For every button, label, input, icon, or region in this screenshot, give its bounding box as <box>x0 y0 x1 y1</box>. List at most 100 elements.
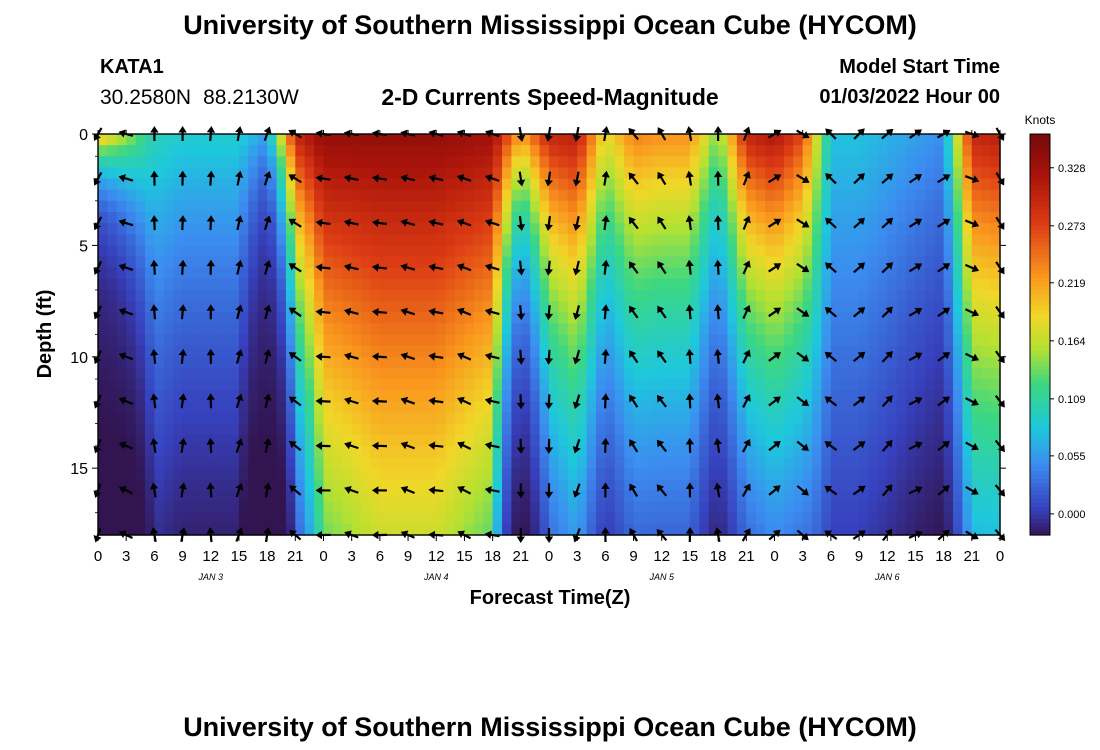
heatmap-cell <box>605 156 616 169</box>
heatmap-cell <box>633 501 644 514</box>
heatmap-cell <box>154 134 165 146</box>
heatmap-cell <box>304 267 315 280</box>
heatmap-cell <box>849 145 860 157</box>
heatmap-cell <box>436 267 447 280</box>
heatmap-cell <box>849 234 860 246</box>
heatmap-cell <box>351 490 362 503</box>
arrow-head <box>773 129 782 137</box>
heatmap-cell <box>953 156 964 169</box>
arrow-head <box>150 482 159 490</box>
heatmap-cell <box>595 301 606 313</box>
heatmap-cell <box>304 156 315 169</box>
current-arrow <box>516 394 526 410</box>
heatmap-cell <box>464 345 475 358</box>
heatmap-cell <box>755 178 766 191</box>
heatmap-cell <box>210 345 221 358</box>
heatmap-cell <box>144 401 155 414</box>
heatmap-cell <box>539 445 550 458</box>
current-arrow <box>601 482 610 498</box>
arrow-head <box>178 482 187 490</box>
heatmap-cell <box>483 490 494 503</box>
heatmap-cell <box>915 423 926 436</box>
heatmap-cell <box>436 457 447 469</box>
heatmap-cell <box>483 223 494 235</box>
heatmap-cell <box>830 245 841 258</box>
colorbar-segment <box>1030 290 1050 295</box>
current-arrow <box>995 127 1005 141</box>
heatmap-cell <box>661 445 672 458</box>
heatmap-cell <box>971 512 982 525</box>
current-arrow <box>742 304 751 320</box>
heatmap-cell <box>812 523 823 536</box>
heatmap-cell <box>671 356 682 369</box>
arrow-head <box>178 215 187 222</box>
current-arrow <box>965 441 979 451</box>
heatmap-cell <box>915 167 926 180</box>
heatmap-cell <box>906 401 917 414</box>
heatmap-cell <box>642 178 653 191</box>
colorbar-segment <box>1030 530 1050 536</box>
heatmap-cell <box>342 134 353 146</box>
heatmap-cell <box>849 423 860 436</box>
current-arrow <box>178 482 187 498</box>
heatmap-cell <box>520 356 531 369</box>
current-arrow <box>263 171 272 186</box>
heatmap-cell <box>295 289 306 302</box>
heatmap-cell <box>962 523 973 536</box>
heatmap-cell <box>671 245 682 258</box>
heatmap-cell <box>455 312 466 324</box>
heatmap-cell <box>267 434 278 447</box>
heatmap-cell <box>642 200 653 213</box>
heatmap-cell <box>426 434 437 447</box>
current-arrow <box>796 174 810 183</box>
heatmap-cell <box>718 501 729 514</box>
heatmap-cell <box>464 189 475 202</box>
heatmap-cell <box>661 401 672 414</box>
heatmap-cell <box>229 134 240 146</box>
heatmap-cell <box>793 445 804 458</box>
heatmap-cell <box>530 490 541 503</box>
heatmap-cell <box>530 412 541 425</box>
heatmap-cell <box>859 423 870 436</box>
heatmap-cell <box>229 245 240 258</box>
x-tick-label: 18 <box>259 548 276 565</box>
heatmap-cell <box>859 301 870 313</box>
heatmap-cell <box>163 479 174 492</box>
heatmap-cell <box>445 189 456 202</box>
heatmap-cell <box>445 256 456 269</box>
heatmap-cell <box>877 323 888 336</box>
heatmap-cell <box>323 468 334 480</box>
heatmap-cell <box>332 301 343 313</box>
arrow-head <box>344 396 352 405</box>
heatmap-cell <box>502 490 513 503</box>
heatmap-cell <box>144 278 155 291</box>
heatmap-cell <box>840 523 851 536</box>
current-arrow <box>937 396 950 407</box>
heatmap-cell <box>990 334 1001 347</box>
heatmap-cell <box>718 512 729 525</box>
heatmap-cell <box>426 234 437 246</box>
arrow-head <box>400 352 409 361</box>
heatmap-cell <box>765 457 776 469</box>
heatmap-cell <box>708 412 719 425</box>
heatmap-cell <box>642 256 653 269</box>
heatmap-cell <box>295 468 306 480</box>
colorbar-segment <box>1030 310 1050 316</box>
current-arrow <box>343 174 359 183</box>
heatmap-cell <box>379 200 390 213</box>
heatmap-cell <box>558 367 569 380</box>
heatmap-cell <box>408 323 419 336</box>
heatmap-cell <box>220 278 231 291</box>
current-arrow <box>263 304 272 320</box>
heatmap-cell <box>464 278 475 291</box>
current-arrow <box>457 352 472 361</box>
heatmap-cell <box>126 189 137 202</box>
heatmap-cell <box>502 178 513 191</box>
heatmap-cell <box>332 345 343 358</box>
heatmap-cell <box>304 167 315 180</box>
heatmap-cell <box>295 379 306 391</box>
heatmap-cell <box>417 457 428 469</box>
heatmap-cell <box>379 356 390 369</box>
heatmap-cell <box>201 278 212 291</box>
heatmap-cell <box>436 167 447 180</box>
